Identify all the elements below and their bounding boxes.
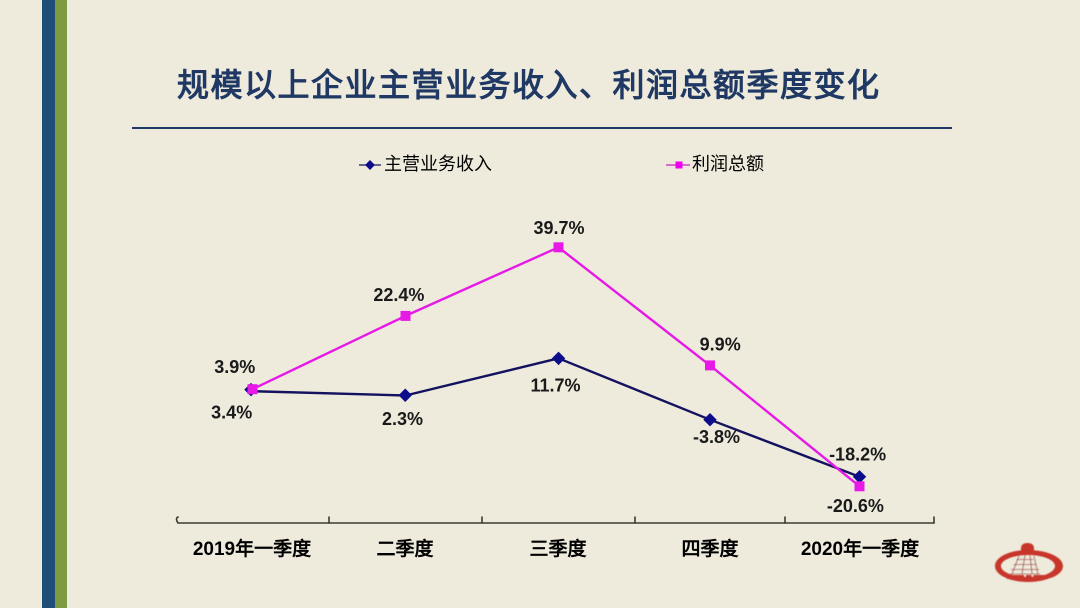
svg-text:-18.2%: -18.2% [829,445,886,465]
svg-text:-3.8%: -3.8% [693,427,740,447]
svg-text:3.9%: 3.9% [214,357,255,377]
svg-text:22.4%: 22.4% [373,285,424,305]
svg-text:39.7%: 39.7% [533,218,584,238]
svg-text:11.7%: 11.7% [530,376,580,396]
svg-text:-20.6%: -20.6% [827,496,884,516]
svg-text:3.4%: 3.4% [211,402,252,422]
svg-text:2.3%: 2.3% [382,409,423,429]
svg-text:9.9%: 9.9% [700,334,741,354]
